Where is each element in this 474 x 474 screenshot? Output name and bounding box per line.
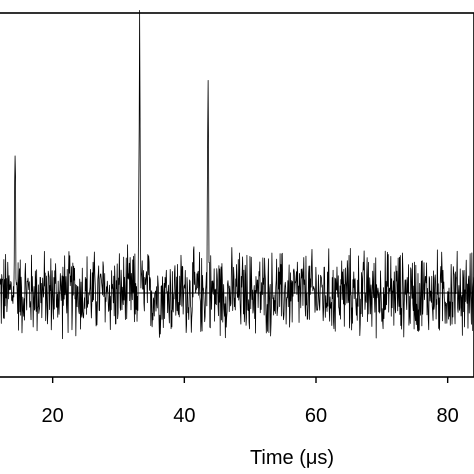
x-tick-group: 20 40 60 80 — [42, 377, 459, 427]
x-axis-label: Time (μs) — [250, 447, 334, 469]
x-tick-label: 20 — [42, 405, 64, 427]
x-tick-label: 80 — [437, 405, 459, 427]
x-tick-label: 40 — [173, 405, 195, 427]
x-tick-label: 60 — [305, 405, 327, 427]
plot-frame — [0, 12, 474, 378]
signal-trace — [0, 9, 474, 340]
